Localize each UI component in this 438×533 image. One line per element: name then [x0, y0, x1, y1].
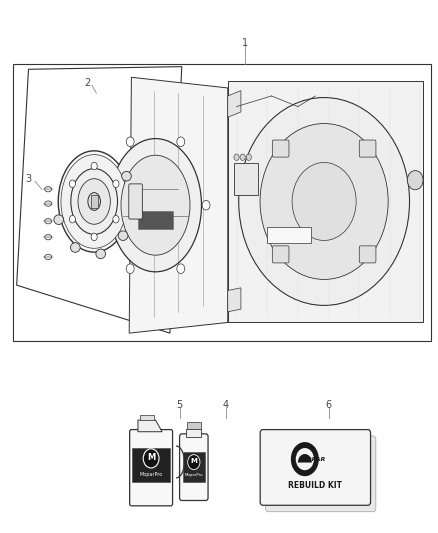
Ellipse shape [58, 151, 130, 252]
FancyBboxPatch shape [129, 184, 142, 219]
Bar [267, 227, 311, 243]
Circle shape [126, 137, 134, 147]
Ellipse shape [239, 98, 410, 305]
Ellipse shape [45, 187, 52, 192]
Text: M: M [191, 458, 197, 464]
Text: 3: 3 [25, 174, 32, 183]
Circle shape [143, 449, 159, 468]
Circle shape [69, 180, 75, 188]
Polygon shape [186, 429, 201, 437]
Wedge shape [298, 454, 312, 463]
Bar [234, 163, 258, 195]
Ellipse shape [110, 139, 201, 272]
Ellipse shape [45, 235, 52, 240]
Ellipse shape [71, 168, 117, 235]
Polygon shape [228, 288, 241, 312]
Text: 1: 1 [242, 38, 248, 47]
Ellipse shape [260, 124, 388, 279]
Ellipse shape [122, 171, 131, 181]
Ellipse shape [71, 243, 80, 252]
Text: 2: 2 [85, 78, 91, 87]
Ellipse shape [54, 215, 64, 224]
Circle shape [187, 455, 200, 470]
Text: REBUILD KIT: REBUILD KIT [288, 481, 343, 489]
Ellipse shape [45, 254, 52, 260]
FancyBboxPatch shape [265, 436, 376, 512]
Ellipse shape [96, 249, 106, 259]
Bar [138, 211, 173, 229]
FancyBboxPatch shape [359, 246, 376, 263]
Ellipse shape [118, 231, 128, 240]
Polygon shape [138, 420, 162, 432]
Circle shape [69, 215, 75, 223]
Bar [183, 452, 205, 482]
Text: 6: 6 [325, 400, 332, 410]
Circle shape [91, 233, 97, 241]
Circle shape [407, 171, 423, 190]
Circle shape [202, 200, 210, 210]
Circle shape [113, 180, 119, 188]
Text: 5: 5 [177, 400, 183, 410]
Circle shape [234, 154, 239, 160]
Ellipse shape [45, 219, 52, 224]
Circle shape [91, 162, 97, 169]
FancyBboxPatch shape [272, 140, 289, 157]
Bar [91, 195, 98, 208]
Circle shape [177, 137, 185, 147]
Ellipse shape [61, 155, 127, 248]
FancyBboxPatch shape [359, 140, 376, 157]
Text: MoparPro: MoparPro [184, 473, 203, 477]
Text: MoparPro: MoparPro [139, 472, 163, 477]
FancyBboxPatch shape [180, 434, 208, 500]
Polygon shape [17, 67, 182, 333]
Ellipse shape [121, 155, 190, 255]
Polygon shape [129, 77, 228, 333]
Bar [13, 64, 431, 341]
Bar [228, 81, 423, 322]
Circle shape [291, 442, 319, 476]
Polygon shape [228, 91, 241, 117]
Circle shape [240, 154, 245, 160]
Circle shape [101, 200, 109, 210]
Bar [140, 415, 154, 420]
Ellipse shape [88, 192, 100, 211]
Circle shape [177, 264, 185, 273]
Ellipse shape [292, 163, 356, 240]
Circle shape [246, 154, 251, 160]
Text: MOPAR: MOPAR [300, 457, 326, 463]
Circle shape [296, 448, 314, 470]
Circle shape [113, 215, 119, 223]
Text: M: M [147, 453, 155, 462]
FancyBboxPatch shape [272, 246, 289, 263]
Bar [187, 422, 201, 429]
FancyBboxPatch shape [260, 430, 371, 505]
Circle shape [126, 264, 134, 273]
Ellipse shape [45, 201, 52, 206]
FancyBboxPatch shape [130, 430, 173, 506]
Ellipse shape [78, 179, 110, 224]
Bar [132, 448, 170, 482]
Text: 4: 4 [223, 400, 229, 410]
